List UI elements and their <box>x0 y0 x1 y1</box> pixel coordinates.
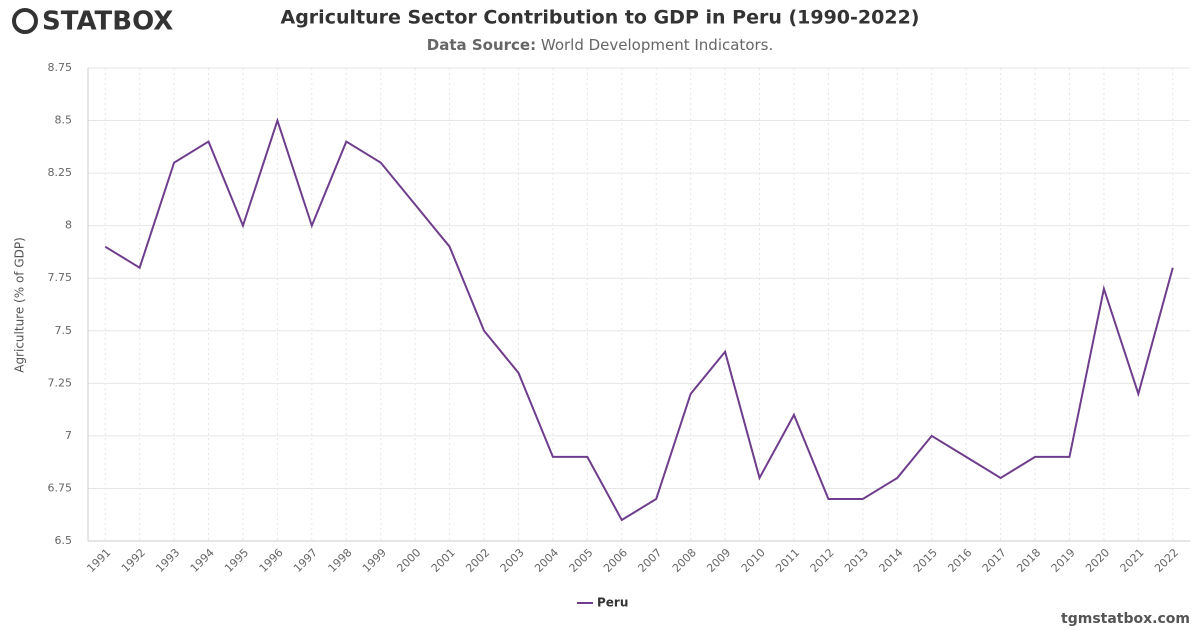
x-tick-label: 2021 <box>1118 546 1147 575</box>
y-axis-label: Agriculture (% of GDP) <box>13 237 27 373</box>
logo: STATBOX <box>12 7 173 37</box>
x-tick-label: 2010 <box>739 546 768 575</box>
legend-label: Peru <box>597 596 628 610</box>
x-tick-label: 2018 <box>1014 546 1043 575</box>
y-tick-label: 6.75 <box>48 481 73 494</box>
series-line <box>104 117 1174 522</box>
x-tick-label: 2002 <box>463 546 492 575</box>
x-tick-label: 1996 <box>257 546 286 575</box>
subtitle-label: Data Source: <box>427 36 536 54</box>
footer: tgmstatbox.com <box>1061 611 1190 627</box>
subtitle-text: World Development Indicators. <box>541 36 773 54</box>
x-tick-label: 2016 <box>945 546 974 575</box>
x-tick-label: 1998 <box>326 546 355 575</box>
x-tick-label: 2001 <box>429 546 458 575</box>
x-tick-label: 2009 <box>704 546 733 575</box>
x-tick-label: 2008 <box>670 546 699 575</box>
x-tick-label: 2000 <box>394 546 423 575</box>
y-tick-label: 8 <box>65 219 72 232</box>
y-tick-label: 7.25 <box>48 376 73 389</box>
x-tick-label: 2005 <box>567 546 596 575</box>
x-tick-label: 2020 <box>1083 546 1112 575</box>
x-tick-label: 2004 <box>532 546 561 575</box>
x-tick-label: 2022 <box>1152 546 1181 575</box>
y-tick-label: 7.5 <box>55 324 73 337</box>
x-tick-label: 2019 <box>1049 546 1078 575</box>
x-tick-label: 1992 <box>119 546 148 575</box>
y-tick-label: 8.75 <box>48 61 73 74</box>
x-tick-label: 2011 <box>773 546 802 575</box>
x-tick-label: 2015 <box>911 546 940 575</box>
x-tick-label: 2017 <box>980 546 1009 575</box>
y-tick-label: 8.25 <box>48 166 73 179</box>
y-tick-label: 7.75 <box>48 271 73 284</box>
x-tick-label: 1994 <box>188 546 217 575</box>
y-tick-label: 7 <box>65 429 72 442</box>
x-tick-label: 2014 <box>877 546 906 575</box>
y-tick-label: 6.5 <box>55 534 73 547</box>
y-tick-label: 8.5 <box>55 114 73 127</box>
x-tick-label: 1999 <box>360 546 389 575</box>
x-tick-label: 2007 <box>635 546 664 575</box>
x-tick-label: 1991 <box>84 546 113 575</box>
x-tick-label: 1997 <box>291 546 320 575</box>
x-tick-label: 2012 <box>808 546 837 575</box>
logo-icon <box>12 8 38 34</box>
x-tick-label: 2013 <box>842 546 871 575</box>
x-tick-label: 2006 <box>601 546 630 575</box>
x-tick-label: 1993 <box>153 546 182 575</box>
x-tick-label: 2003 <box>498 546 527 575</box>
logo-text: STATBOX <box>42 7 173 37</box>
chart-title: Agriculture Sector Contribution to GDP i… <box>281 7 920 29</box>
x-tick-label: 1995 <box>222 546 251 575</box>
chart-subtitle: Data Source: World Development Indicator… <box>427 36 774 54</box>
